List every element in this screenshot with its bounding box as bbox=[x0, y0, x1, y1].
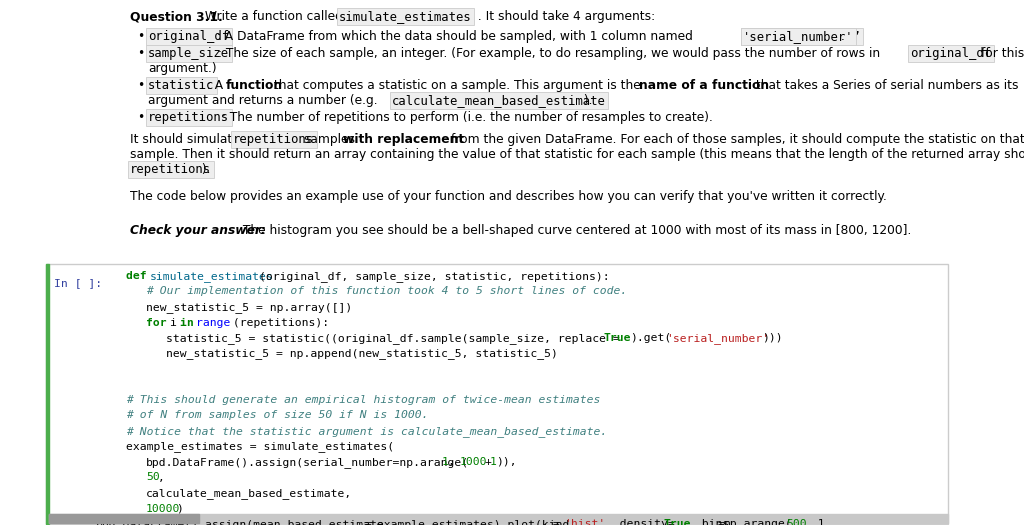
Text: Write a function called: Write a function called bbox=[201, 10, 350, 23]
Text: # of N from samples of size 50 if N is 1000.: # of N from samples of size 50 if N is 1… bbox=[126, 411, 428, 421]
Text: =: = bbox=[358, 519, 372, 525]
Text: =: = bbox=[546, 519, 560, 525]
Bar bbox=[46, 264, 948, 524]
Text: sample_size: sample_size bbox=[148, 47, 229, 60]
Text: calculate_mean_based_estimate,: calculate_mean_based_estimate, bbox=[146, 488, 352, 499]
Text: 1: 1 bbox=[442, 457, 449, 467]
Text: 50: 50 bbox=[146, 472, 160, 482]
Text: .: . bbox=[841, 30, 845, 43]
Text: 'hist': 'hist' bbox=[564, 519, 605, 525]
Text: for this: for this bbox=[977, 47, 1024, 60]
Text: •: • bbox=[137, 47, 144, 60]
Text: , density=: , density= bbox=[606, 519, 675, 525]
Text: simulate_estimates: simulate_estimates bbox=[339, 10, 472, 23]
Text: . It should take 4 arguments:: . It should take 4 arguments: bbox=[474, 10, 655, 23]
Text: statistic_5 = statistic((original_df.sample(sample_size, replace =: statistic_5 = statistic((original_df.sam… bbox=[166, 333, 627, 344]
Text: repetitions: repetitions bbox=[233, 133, 314, 146]
Text: ): ) bbox=[176, 503, 183, 513]
Text: with replacement: with replacement bbox=[343, 133, 464, 146]
Text: ).: ). bbox=[198, 163, 211, 176]
Text: argument and returns a number (e.g.: argument and returns a number (e.g. bbox=[148, 94, 382, 107]
Text: original_df: original_df bbox=[910, 47, 991, 60]
Text: statistic: statistic bbox=[148, 79, 214, 92]
Text: ,: , bbox=[158, 472, 165, 482]
Text: )),: )), bbox=[496, 457, 517, 467]
Text: Question 3.1.: Question 3.1. bbox=[130, 10, 223, 23]
Text: True: True bbox=[664, 519, 691, 525]
Text: ).get(: ).get( bbox=[630, 333, 672, 343]
Text: simulate_estimates: simulate_estimates bbox=[150, 271, 273, 282]
Text: def: def bbox=[126, 271, 154, 281]
Text: new_statistic_5 = np.append(new_statistic_5, statistic_5): new_statistic_5 = np.append(new_statisti… bbox=[166, 349, 558, 360]
Text: that computes a statistic on a sample. This argument is the: that computes a statistic on a sample. T… bbox=[270, 79, 645, 92]
Text: 1: 1 bbox=[490, 457, 497, 467]
Text: that takes a Series of serial numbers as its: that takes a Series of serial numbers as… bbox=[752, 79, 1019, 92]
Text: range: range bbox=[196, 318, 230, 328]
Text: : The number of repetitions to perform (i.e. the number of resamples to create).: : The number of repetitions to perform (… bbox=[218, 111, 713, 124]
Text: samples: samples bbox=[300, 133, 358, 146]
Text: # Our implementation of this function took 4 to 5 short lines of code.: # Our implementation of this function to… bbox=[146, 287, 628, 297]
Text: argument.): argument.) bbox=[148, 62, 217, 75]
Text: for: for bbox=[146, 318, 173, 328]
Text: It should simulate: It should simulate bbox=[130, 133, 244, 146]
Text: =: = bbox=[718, 519, 725, 525]
Text: np.arange(: np.arange( bbox=[724, 519, 793, 525]
Text: , bins: , bins bbox=[688, 519, 729, 525]
Text: ’serial_number’: ’serial_number’ bbox=[743, 30, 861, 43]
Text: •: • bbox=[137, 30, 144, 43]
Text: sample. Then it should return an array containing the value of that statistic fo: sample. Then it should return an array c… bbox=[130, 148, 1024, 161]
Text: in: in bbox=[180, 318, 201, 328]
Text: : A DataFrame from which the data should be sampled, with 1 column named: : A DataFrame from which the data should… bbox=[213, 30, 696, 43]
Text: True: True bbox=[604, 333, 632, 343]
Text: : The size of each sample, an integer. (For example, to do resampling, we would : : The size of each sample, an integer. (… bbox=[218, 47, 884, 60]
Text: (repetitions):: (repetitions): bbox=[226, 318, 329, 328]
Text: function: function bbox=[226, 79, 283, 92]
Text: +: + bbox=[484, 457, 490, 467]
Text: 1000: 1000 bbox=[460, 457, 487, 467]
Text: The code below provides an example use of your function and describes how you ca: The code below provides an example use o… bbox=[130, 190, 887, 203]
Text: original_df: original_df bbox=[148, 30, 229, 43]
Text: •: • bbox=[137, 111, 144, 124]
Text: 500: 500 bbox=[786, 519, 807, 525]
Text: name of a function: name of a function bbox=[639, 79, 769, 92]
Text: new_statistic_5 = np.array([]): new_statistic_5 = np.array([]) bbox=[146, 302, 352, 313]
Text: # Notice that the statistic argument is calculate_mean_based_estimate.: # Notice that the statistic argument is … bbox=[126, 426, 607, 437]
Text: : A: : A bbox=[203, 79, 227, 92]
Bar bbox=[49, 514, 948, 523]
Text: from the given DataFrame. For each of those samples, it should compute the stati: from the given DataFrame. For each of th… bbox=[447, 133, 1024, 146]
Text: bpd.DataFrame().assign(serial_number=np.arange(: bpd.DataFrame().assign(serial_number=np.… bbox=[146, 457, 469, 468]
Bar bbox=[46, 264, 948, 524]
Text: (original_df, sample_size, statistic, repetitions):: (original_df, sample_size, statistic, re… bbox=[259, 271, 609, 282]
Text: bpd.DataFrame().assign(mean_based_estimate: bpd.DataFrame().assign(mean_based_estima… bbox=[96, 519, 385, 525]
Text: •: • bbox=[137, 79, 144, 92]
Text: repetitions: repetitions bbox=[148, 111, 229, 124]
Text: repetitions: repetitions bbox=[130, 163, 211, 176]
Text: 'serial_number': 'serial_number' bbox=[743, 30, 854, 43]
Text: Check your answer:: Check your answer: bbox=[130, 224, 266, 237]
Text: 'serial_number': 'serial_number' bbox=[666, 333, 769, 344]
Text: In [ ]:: In [ ]: bbox=[54, 278, 102, 288]
Text: example_estimates = simulate_estimates(: example_estimates = simulate_estimates( bbox=[126, 442, 394, 453]
Text: ).: ). bbox=[580, 94, 593, 107]
Bar bbox=[49, 514, 199, 523]
Text: example_estimates).plot(kind: example_estimates).plot(kind bbox=[370, 519, 569, 525]
Text: ,: , bbox=[449, 457, 462, 467]
Text: ))): ))) bbox=[762, 333, 782, 343]
Bar bbox=[46, 264, 49, 524]
Text: calculate_mean_based_estimate: calculate_mean_based_estimate bbox=[392, 94, 606, 107]
Text: i: i bbox=[170, 318, 183, 328]
Text: 10000: 10000 bbox=[146, 503, 180, 513]
Text: # This should generate an empirical histogram of twice-mean estimates: # This should generate an empirical hist… bbox=[126, 395, 600, 405]
Text: , 1: , 1 bbox=[804, 519, 824, 525]
Text: The histogram you see should be a bell-shaped curve centered at 1000 with most o: The histogram you see should be a bell-s… bbox=[239, 224, 911, 237]
